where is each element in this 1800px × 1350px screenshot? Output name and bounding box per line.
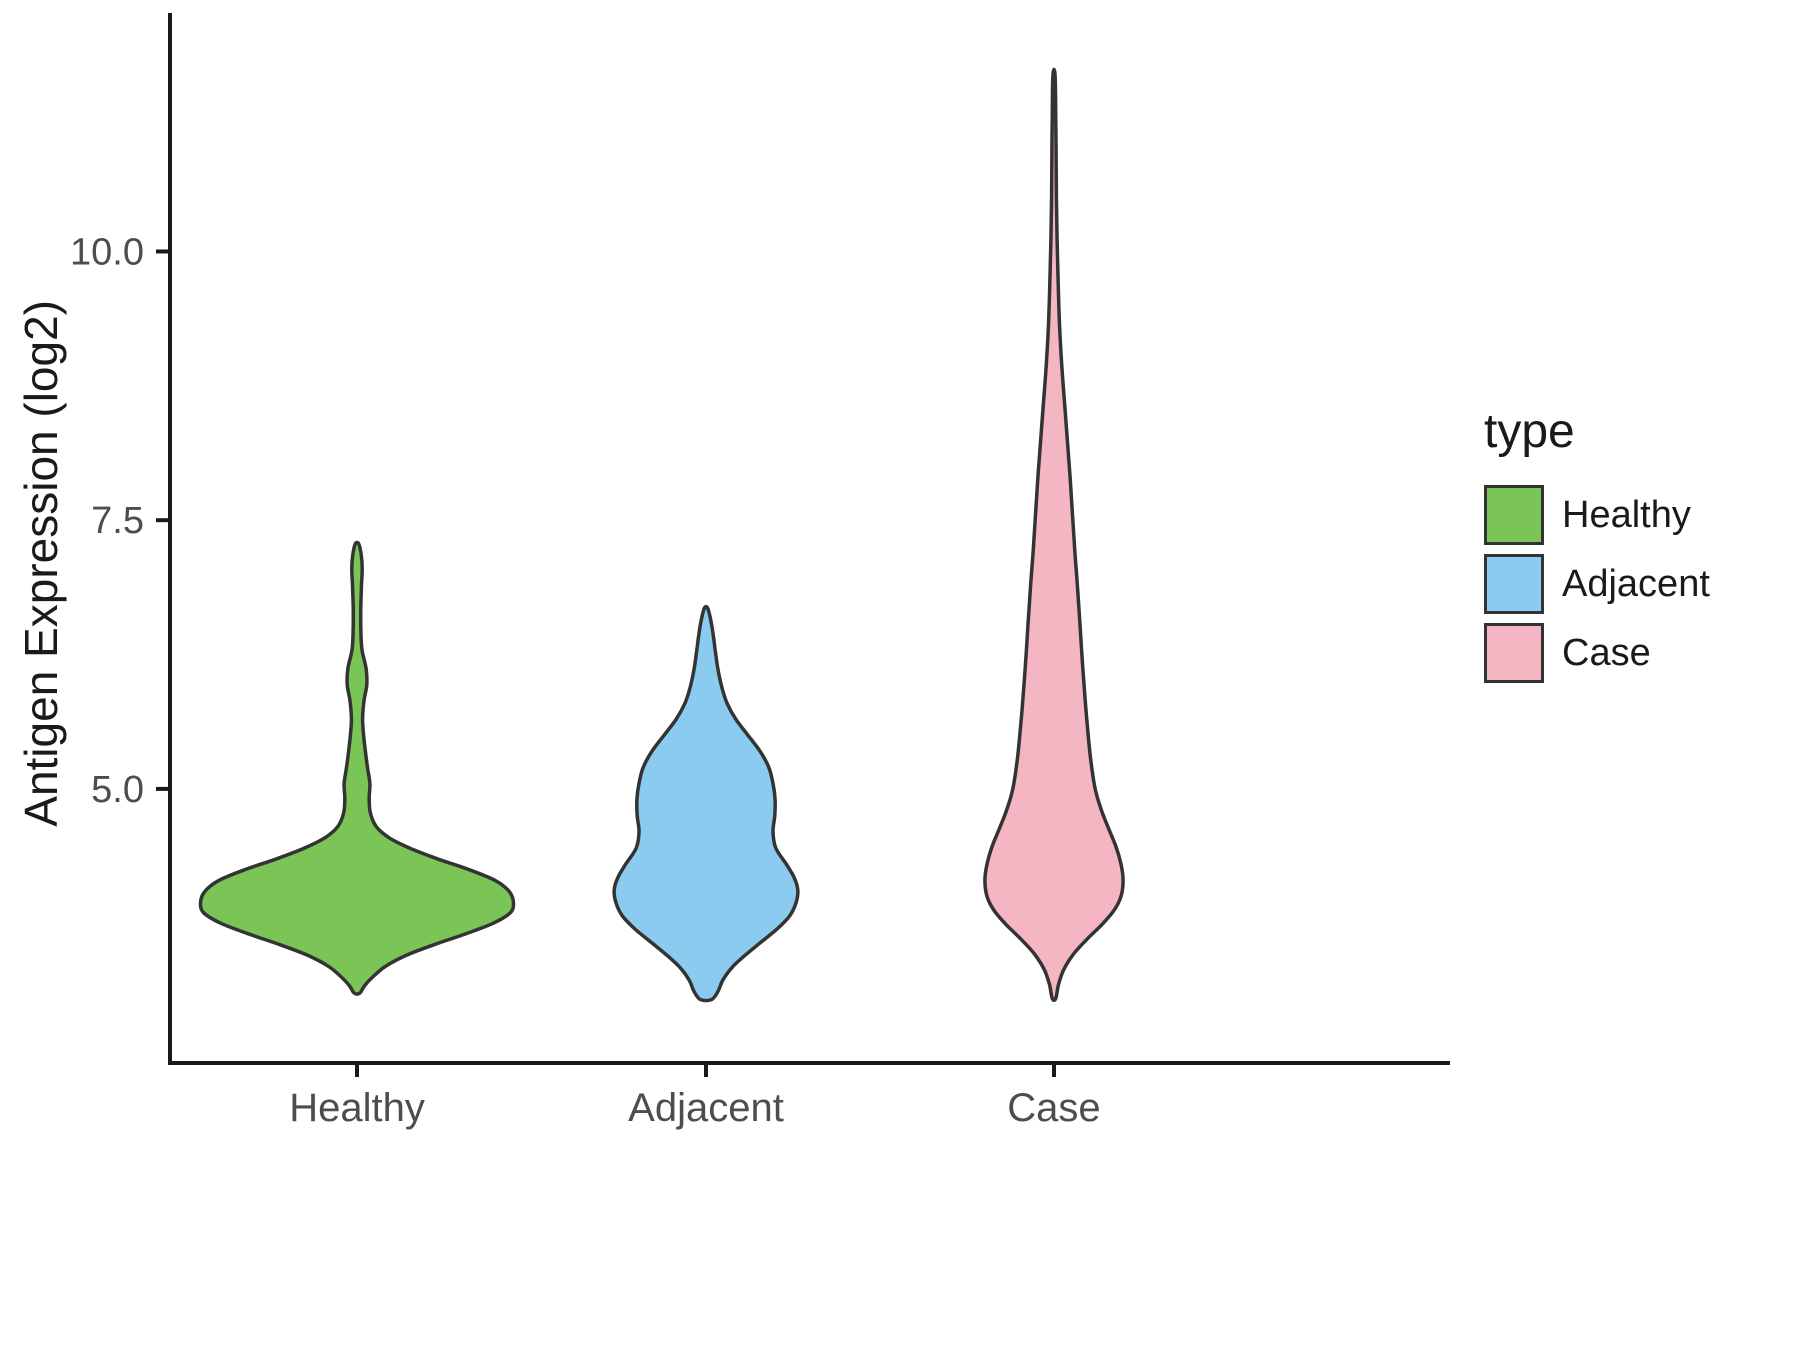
x-category-label: Adjacent <box>628 1086 784 1130</box>
y-tick-label: 7.5 <box>91 500 144 542</box>
y-tick-label: 5.0 <box>91 769 144 811</box>
y-tick-label: 10.0 <box>70 231 144 273</box>
legend-key-swatch <box>1484 554 1544 614</box>
legend-label: Case <box>1562 631 1651 674</box>
violin-healthy <box>198 540 516 996</box>
x-category-label: Healthy <box>289 1086 425 1130</box>
legend-key-swatch <box>1484 485 1544 545</box>
violin-case <box>983 67 1125 1002</box>
y-axis-title: Antigen Expression (log2) <box>15 300 67 827</box>
legend-item-case: Case <box>1484 623 1710 683</box>
legend-item-adjacent: Adjacent <box>1484 554 1710 614</box>
x-category-label: Case <box>1007 1086 1100 1130</box>
violin-adjacent <box>612 604 800 1003</box>
legend-item-healthy: Healthy <box>1484 485 1710 545</box>
legend-label: Healthy <box>1562 493 1691 536</box>
legend: type Healthy Adjacent Case <box>1484 404 1710 692</box>
legend-key-swatch <box>1484 623 1544 683</box>
legend-title: type <box>1484 405 1575 458</box>
legend-items: Healthy Adjacent Case <box>1484 485 1710 683</box>
legend-label: Adjacent <box>1562 562 1710 605</box>
